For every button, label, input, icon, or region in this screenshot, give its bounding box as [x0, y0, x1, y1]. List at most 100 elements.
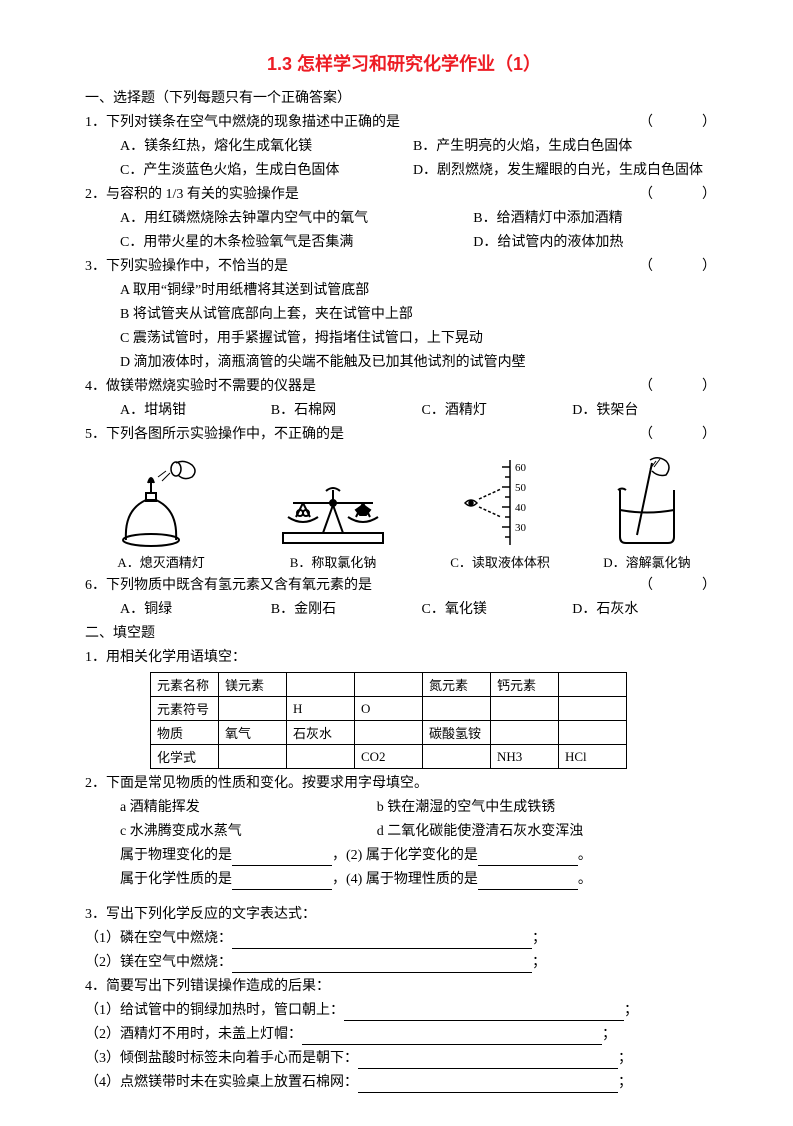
table-cell: 氮元素: [423, 673, 491, 697]
grad-40: 40: [515, 502, 527, 514]
q4-opt-d: D．铁架台: [572, 400, 723, 421]
q2-opt-c: C．用带火星的木条检验氧气是否集满: [120, 232, 470, 253]
q1-stem-row: 1．下列对镁条在空气中燃烧的现象描述中正确的是 （ ）: [85, 112, 723, 133]
table-cell: [423, 697, 491, 721]
q6-stem-row: 6．下列物质中既含有氢元素又含有氧元素的是 （ ）: [85, 575, 723, 596]
f2-l1b: ，(2) 属于化学变化的是: [332, 848, 478, 863]
f4-p1-label: （1）给试管中的铜绿加热时，管口朝上：: [85, 1003, 344, 1018]
f2-stem: 2．下面是常见物质的性质和变化。按要求用字母填空。: [85, 773, 723, 794]
q5-paren: （ ）: [639, 424, 723, 445]
table-cell: 石灰水: [287, 721, 355, 745]
beaker-stir-icon: [592, 455, 702, 550]
q6-opts: A．铜绿 B．金刚石 C．氧化镁 D．石灰水: [85, 599, 723, 620]
blank: [478, 875, 578, 890]
alcohol-lamp-icon: [106, 455, 216, 550]
blank: [344, 1006, 624, 1021]
diag-a: A．熄灭酒精灯: [106, 455, 216, 571]
semi: ；: [532, 931, 546, 946]
q3-opt-d: D 滴加液体时，滴瓶滴管的尖端不能触及已加其他试剂的试管内壁: [85, 352, 723, 373]
f4-p2-label: （2）酒精灯不用时，未盖上灯帽：: [85, 1027, 302, 1042]
f4-stem: 4．简要写出下列错误操作造成的后果：: [85, 976, 723, 997]
f2-l2a: 属于化学性质的是: [120, 872, 232, 887]
f4-p4: （4）点燃镁带时未在实验桌上放置石棉网：；: [85, 1072, 723, 1093]
blank: [478, 851, 578, 866]
q1-opts-row2: C．产生淡蓝色火焰，生成白色固体 D．剧烈燃烧，发生耀眼的白光，生成白色固体: [85, 160, 723, 181]
f4-p3-label: （3）倾倒盐酸时标签未向着手心而是朝下：: [85, 1051, 358, 1066]
f2-b: b 铁在潮湿的空气中生成铁锈: [377, 800, 556, 815]
q1-paren: （ ）: [639, 112, 723, 133]
q3-stem-row: 3．下列实验操作中，不恰当的是 （ ）: [85, 256, 723, 277]
diag-a-label: A．熄灭酒精灯: [117, 555, 204, 570]
table-cell: [219, 697, 287, 721]
q5-diagrams: A．熄灭酒精灯: [85, 455, 723, 571]
diag-c: 60 50 40 30 C．读取液体体积: [450, 455, 550, 571]
f1-stem: 1．用相关化学用语填空：: [85, 647, 723, 668]
f2-row-ab: a 酒精能挥发 b 铁在潮湿的空气中生成铁锈: [85, 797, 723, 818]
worksheet-page: 1.3 怎样学习和研究化学作业（1） 一、选择题（下列每题只有一个正确答案） 1…: [0, 0, 793, 1126]
f2-a: a 酒精能挥发: [120, 797, 373, 818]
q6-opt-c: C．氧化镁: [422, 599, 573, 620]
f2-l1a: 属于物理变化的是: [120, 848, 232, 863]
grad-30: 30: [515, 522, 527, 534]
q1-opt-a: A．镁条红热，熔化生成氧化镁: [120, 136, 409, 157]
q4-opts: A．坩埚钳 B．石棉网 C．酒精灯 D．铁架台: [85, 400, 723, 421]
q2-opt-a: A．用红磷燃烧除去钟罩内空气中的氧气: [120, 208, 470, 229]
table-row: 元素符号 HO: [151, 697, 627, 721]
q1-opts-row1: A．镁条红热，熔化生成氧化镁 B．产生明亮的火焰，生成白色固体: [85, 136, 723, 157]
blank: [232, 958, 532, 973]
q5-stem: 5．下列各图所示实验操作中，不正确的是: [85, 424, 344, 445]
table-cell: 碳酸氢铵: [423, 721, 491, 745]
table-cell: CO2: [355, 745, 423, 769]
q6-opt-a: A．铜绿: [120, 599, 271, 620]
table-cell: 元素符号: [151, 697, 219, 721]
q3-opt-a: A 取用“铜绿”时用纸槽将其送到试管底部: [85, 280, 723, 301]
q6-stem: 6．下列物质中既含有氢元素又含有氧元素的是: [85, 575, 372, 596]
q6-opt-d: D．石灰水: [572, 599, 723, 620]
q2-stem-row: 2．与容积的 1/3 有关的实验操作是 （ ）: [85, 184, 723, 205]
f2-l1c: 。: [578, 848, 592, 863]
table-cell: 元素名称: [151, 673, 219, 697]
table-cell: [559, 721, 627, 745]
table-row: 元素名称镁元素氮元素钙元素: [151, 673, 627, 697]
table-cell: [355, 721, 423, 745]
section1-heading: 一、选择题（下列每题只有一个正确答案）: [85, 88, 723, 109]
table-row: 物质氧气石灰水碳酸氢铵: [151, 721, 627, 745]
f4-p1: （1）给试管中的铜绿加热时，管口朝上：；: [85, 1000, 723, 1021]
semi: ；: [602, 1027, 616, 1042]
q3-paren: （ ）: [639, 256, 723, 277]
section2-heading: 二、填空题: [85, 623, 723, 644]
grad-60: 60: [515, 462, 527, 474]
q1-stem: 1．下列对镁条在空气中燃烧的现象描述中正确的是: [85, 112, 400, 133]
f2-l2c: 。: [578, 872, 592, 887]
table-cell: [491, 697, 559, 721]
f4-p3: （3）倾倒盐酸时标签未向着手心而是朝下：；: [85, 1048, 723, 1069]
table-cell: H: [287, 697, 355, 721]
page-title: 1.3 怎样学习和研究化学作业（1）: [85, 50, 723, 76]
f2-line1: 属于物理变化的是 ，(2) 属于化学变化的是 。: [85, 845, 723, 866]
q2-opt-d: D．给试管内的液体加热: [473, 235, 623, 250]
table-cell: 氧气: [219, 721, 287, 745]
q4-opt-b: B．石棉网: [271, 400, 422, 421]
table-cell: [287, 673, 355, 697]
f4-p2: （2）酒精灯不用时，未盖上灯帽： ；: [85, 1024, 723, 1045]
spacer: [85, 893, 723, 901]
q4-stem-row: 4．做镁带燃烧实验时不需要的仪器是 （ ）: [85, 376, 723, 397]
blank: [302, 1030, 602, 1045]
balance-icon: [258, 455, 408, 550]
q2-stem: 2．与容积的 1/3 有关的实验操作是: [85, 184, 299, 205]
diag-b-label: B．称取氯化钠: [290, 555, 377, 570]
f3-p1-label: （1）磷在空气中燃烧：: [85, 931, 232, 946]
q1-opt-b: B．产生明亮的火焰，生成白色固体: [413, 139, 632, 154]
table-cell: O: [355, 697, 423, 721]
table-cell: 化学式: [151, 745, 219, 769]
f2-l2b: ，(4) 属于物理性质的是: [332, 872, 478, 887]
table-cell: [355, 673, 423, 697]
table-cell: 钙元素: [491, 673, 559, 697]
q1-opt-d: D．剧烈燃烧，发生耀眼的白光，生成白色固体: [413, 163, 703, 178]
f3-p2-label: （2）镁在空气中燃烧：: [85, 955, 232, 970]
q6-paren: （ ）: [639, 575, 723, 596]
blank: [232, 934, 532, 949]
q2-opt-b: B．给酒精灯中添加酒精: [473, 211, 622, 226]
q2-paren: （ ）: [639, 184, 723, 205]
f3-p1: （1）磷在空气中燃烧： ；: [85, 928, 723, 949]
